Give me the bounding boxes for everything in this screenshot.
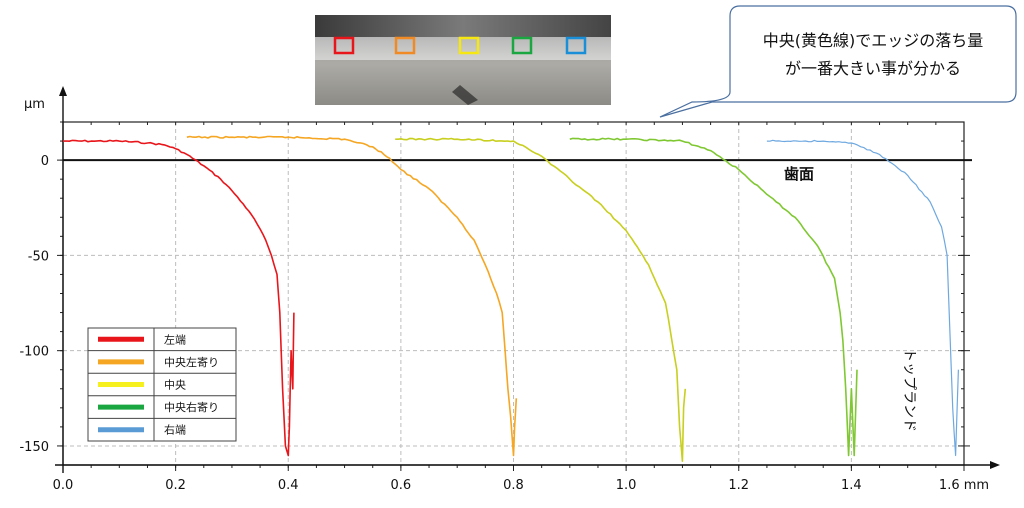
reference-line-label: 歯面 bbox=[784, 165, 814, 183]
photo-marker-2 bbox=[394, 36, 416, 55]
legend-label-5: 右端 bbox=[164, 423, 186, 437]
axes bbox=[55, 86, 1000, 473]
series-line-2 bbox=[186, 135, 518, 457]
y-tick-label: -150 bbox=[19, 440, 49, 455]
photo-marker-3 bbox=[458, 36, 480, 55]
legend-label-3: 中央 bbox=[164, 379, 186, 392]
y-tick-label: -50 bbox=[28, 249, 49, 264]
x-tick-label: 1.4 bbox=[841, 478, 862, 493]
y-tick-label: 0 bbox=[41, 154, 49, 169]
series-line-1 bbox=[62, 139, 295, 457]
series-line-3 bbox=[395, 137, 687, 462]
x-tick-label: 0.0 bbox=[53, 478, 74, 493]
photo-marker-5 bbox=[565, 36, 587, 55]
legend-label-4: 中央右寄り bbox=[164, 400, 219, 414]
legend-label-1: 左端 bbox=[164, 333, 186, 346]
callout: 中央(黄色線)でエッジの落ち量 が一番大きい事が分かる bbox=[659, 5, 1017, 118]
specimen-photo bbox=[315, 15, 611, 105]
x-axis-arrow bbox=[990, 461, 1000, 469]
x-tick-label: 0.4 bbox=[278, 478, 299, 493]
photo-markers bbox=[333, 36, 587, 55]
x-tick-label: 1.0 bbox=[616, 478, 637, 493]
series-lines bbox=[62, 135, 959, 462]
topland-label: トップランド bbox=[901, 348, 917, 432]
y-tick-label: -100 bbox=[19, 345, 49, 360]
y-axis-unit: µm bbox=[24, 97, 45, 112]
callout-line-1: 中央(黄色線)でエッジの落ち量 bbox=[763, 31, 984, 50]
x-tick-label: 1.2 bbox=[728, 478, 749, 493]
callout-line-2: が一番大きい事が分かる bbox=[785, 59, 961, 78]
legend-label-2: 中央左寄り bbox=[164, 355, 219, 369]
x-tick-label: 0.2 bbox=[165, 478, 186, 493]
series-line-5 bbox=[766, 139, 959, 457]
photo-marker-1 bbox=[333, 36, 355, 55]
tick-labels: 0.0 0.2 0.4 0.6 0.8 1.0 1.2 1.4 1.6 mm 0 -50 -100 -1… bbox=[19, 154, 989, 493]
grid bbox=[63, 122, 964, 465]
x-tick-label: 0.6 bbox=[391, 478, 412, 493]
series-line-4 bbox=[569, 137, 858, 457]
x-tick-label: 0.8 bbox=[503, 478, 524, 493]
x-tick-label: 1.6 mm bbox=[939, 478, 989, 493]
photo-marker-4 bbox=[511, 36, 533, 55]
y-axis-arrow bbox=[59, 86, 67, 96]
